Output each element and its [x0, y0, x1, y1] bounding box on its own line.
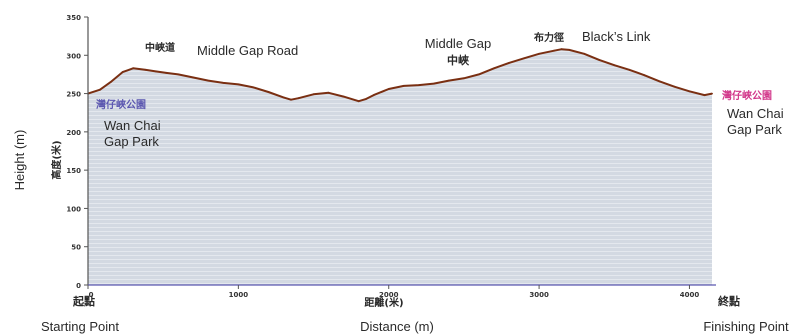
elevation-point	[613, 64, 616, 67]
elevation-point	[154, 70, 157, 73]
elevation-point	[252, 86, 255, 89]
middle-gap-road-label: Middle Gap Road	[197, 43, 298, 58]
elevation-point	[417, 84, 420, 86]
blacks-link-label-zh: 布力徑	[534, 31, 564, 44]
elevation-point	[598, 59, 601, 61]
elevation-point	[365, 98, 368, 100]
elevation-point	[282, 96, 285, 99]
y-tick-label: 300	[66, 52, 81, 60]
start-park-label-zh: 灣仔峽公園	[96, 98, 146, 111]
elevation-point	[711, 92, 713, 95]
elevation-point	[387, 88, 390, 90]
y-tick-label: 150	[66, 167, 81, 175]
x-axis-label-zh: 距離(米)	[364, 296, 403, 309]
elevation-point	[463, 77, 465, 80]
elevation-point	[207, 79, 210, 82]
end-park-label-zh: 灣仔峽公園	[722, 89, 772, 102]
blacks-link-label: Black’s Link	[582, 29, 651, 44]
elevation-point	[327, 91, 330, 94]
elevation-point	[432, 82, 435, 85]
middle-gap-label: Middle Gap	[425, 36, 491, 51]
y-tick-label: 250	[66, 91, 81, 99]
elevation-point	[109, 81, 112, 83]
elevation-point	[99, 88, 101, 91]
elevation-point	[290, 98, 292, 101]
x-tick-label: 1000	[229, 291, 249, 299]
y-axis-label: Height (m)	[12, 130, 27, 191]
elevation-point	[628, 68, 631, 71]
x-tick-label: 2000	[379, 291, 399, 299]
elevation-point	[643, 74, 646, 77]
x-axis-label: Distance (m)	[360, 319, 434, 334]
elevation-point	[688, 90, 691, 93]
y-tick-label: 350	[66, 14, 81, 22]
elevation-point	[357, 100, 360, 103]
elevation-point	[553, 49, 555, 52]
y-tick-label: 200	[66, 129, 81, 137]
elevation-line	[87, 48, 713, 103]
x-tick-label: 3000	[529, 291, 549, 299]
elevation-point	[658, 80, 661, 83]
elevation-point	[538, 52, 540, 55]
elevation-point	[121, 71, 124, 73]
elevation-point	[297, 97, 300, 100]
x-tick-label: 4000	[680, 291, 700, 299]
start-label: Starting Point	[41, 319, 119, 334]
elevation-point	[402, 85, 405, 87]
elevation-point	[267, 91, 270, 93]
y-tick-label: 50	[71, 244, 81, 252]
elevation-point	[523, 57, 525, 60]
elevation-point	[493, 67, 495, 70]
elevation-point	[144, 68, 147, 71]
elevation-point	[583, 52, 586, 55]
end-park-label-line1: Wan Chai	[727, 106, 784, 121]
elevation-point	[177, 73, 180, 76]
elevation-point	[192, 76, 195, 79]
elevation-point	[372, 94, 375, 96]
y-axis-label-zh: 高度(米)	[50, 140, 63, 179]
y-tick-label: 0	[76, 282, 81, 290]
elevation-point	[165, 72, 168, 74]
elevation-point	[673, 85, 676, 88]
start-label-zh: 起點	[72, 294, 95, 308]
start-park-label-line2: Gap Park	[104, 134, 159, 149]
end-park-label-line2: Gap Park	[727, 122, 782, 137]
finish-label: Finishing Point	[703, 319, 789, 334]
elevation-point	[132, 67, 135, 70]
elevation-point	[237, 83, 240, 86]
y-tick-label: 100	[66, 205, 81, 213]
finish-label-zh: 終點	[718, 294, 740, 308]
elevation-area	[88, 49, 712, 286]
elevation-point	[478, 73, 480, 76]
elevation-point	[560, 48, 563, 51]
middle-gap-road-label-zh: 中峽道	[145, 41, 175, 54]
elevation-point	[222, 82, 225, 84]
elevation-point	[312, 93, 315, 96]
start-park-label-line1: Wan Chai	[104, 118, 161, 133]
elevation-point	[448, 79, 450, 82]
elevation-point	[508, 62, 510, 64]
elevation-point	[568, 49, 571, 51]
elevation-point	[342, 95, 345, 98]
elevation-point	[703, 94, 706, 96]
x-tick-label: 0	[89, 291, 94, 299]
elevation-area-layer	[87, 48, 713, 286]
axes-layer: 0 50 100 150 200 250 300 350 0 1000 2000 3000 4000	[66, 14, 716, 299]
middle-gap-label-zh: 中峽	[447, 53, 470, 67]
